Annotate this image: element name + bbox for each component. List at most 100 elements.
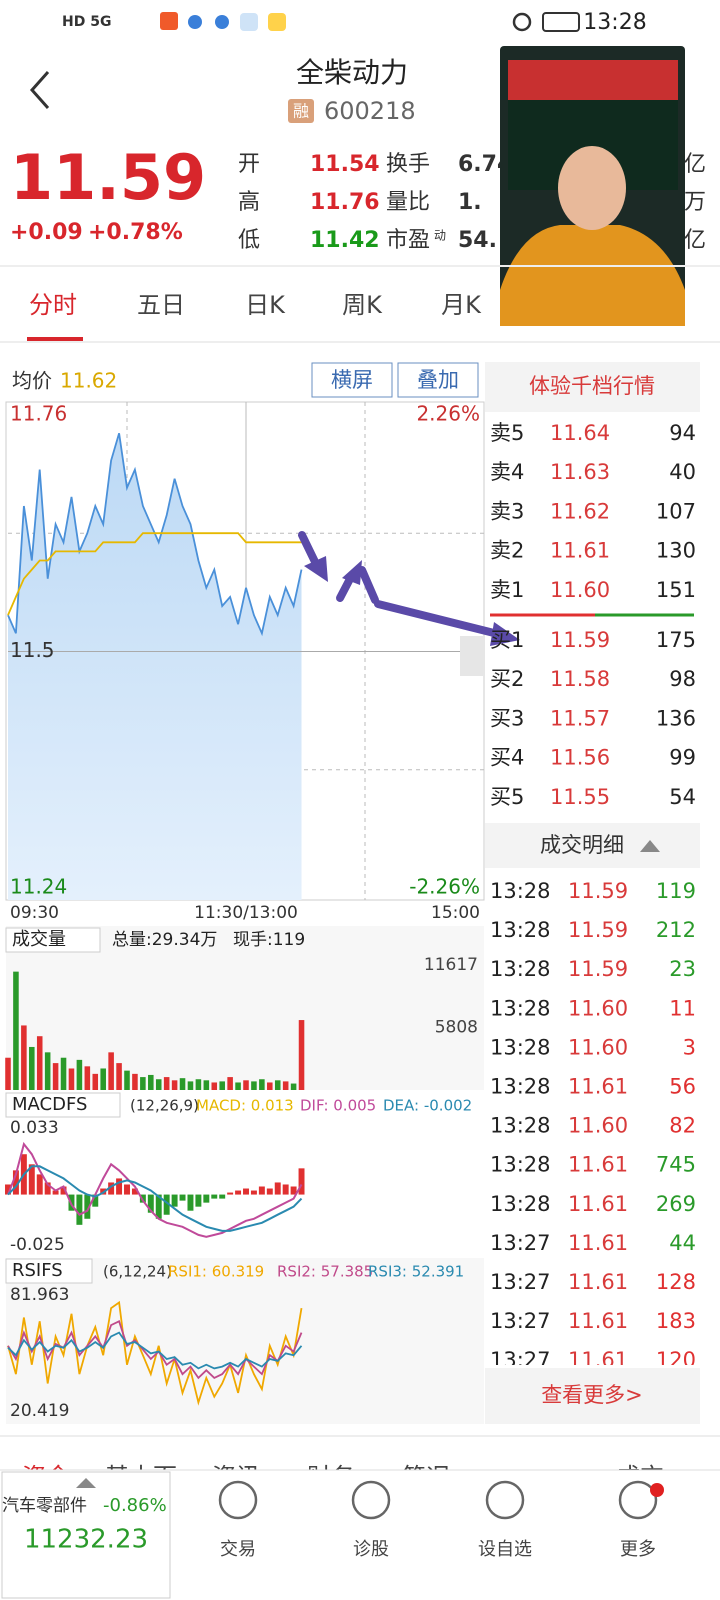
volume-bar — [92, 1073, 99, 1090]
trade-time: 13:28 — [490, 879, 551, 903]
macd-bar — [28, 1164, 35, 1195]
back-button[interactable] — [29, 71, 50, 109]
macd-bar — [155, 1194, 162, 1219]
index-value: 11232.23 — [24, 1525, 148, 1555]
bottom-tab[interactable]: 成交 — [616, 1463, 664, 1491]
macd-bar — [243, 1188, 249, 1195]
macd-bar — [219, 1194, 226, 1199]
rsi-value: RSI3: 52.391 — [368, 1263, 464, 1281]
y-tick-label: 11.5 — [10, 638, 55, 662]
book-side: 买1 — [490, 628, 524, 652]
tab[interactable]: 月K — [441, 291, 482, 319]
stat-unit: 亿 — [684, 152, 706, 177]
trade-time: 13:28 — [490, 996, 551, 1020]
tab[interactable]: 周K — [342, 291, 383, 319]
trade-time: 13:27 — [490, 1231, 551, 1255]
volume-bar — [5, 1057, 11, 1090]
toolbar-button[interactable]: 叠加 — [417, 368, 459, 392]
book-price: 11.58 — [550, 667, 610, 691]
button-frame — [397, 362, 479, 398]
trade-price: 11.59 — [568, 879, 628, 903]
trade-volume: 56 — [669, 1075, 696, 1099]
rsi-value: RSI1: 60.319 — [168, 1263, 264, 1281]
book-side: 卖4 — [490, 460, 524, 484]
trade-volume: 119 — [656, 879, 696, 903]
tab-indicator — [27, 337, 83, 341]
annotation-arrows — [298, 531, 520, 646]
tab[interactable]: 日K — [245, 291, 286, 319]
trade-price: 11.60 — [568, 1114, 628, 1138]
volume-bar — [21, 1025, 27, 1090]
video-overlay[interactable] — [500, 46, 685, 344]
volume-bar — [243, 1080, 249, 1090]
stock-name: 全柴动力 — [296, 56, 408, 89]
bottom-tab[interactable]: 基本面 — [105, 1463, 177, 1491]
toolbar-button[interactable]: 横屏 — [331, 368, 373, 392]
stat-value: 11.54 — [310, 152, 380, 177]
book-side: 卖3 — [490, 499, 524, 523]
nav-item[interactable]: 交易 — [220, 1539, 256, 1560]
tab[interactable]: 五日 — [137, 291, 185, 319]
volume-bar — [84, 1066, 91, 1090]
bottom-tab[interactable]: 财务 — [307, 1463, 355, 1491]
nav-icon — [485, 1480, 525, 1520]
volume-bar — [259, 1079, 265, 1090]
macd-bar — [290, 1186, 297, 1195]
book-volume: 99 — [669, 746, 696, 770]
bottom-tab[interactable]: 资金 — [22, 1463, 70, 1491]
book-side: 买2 — [490, 667, 524, 691]
label-box — [5, 927, 101, 953]
stat-sup: 动 — [434, 229, 446, 243]
volume-bar — [132, 1073, 138, 1090]
macd-bar — [92, 1194, 99, 1207]
stat-value: 54. — [458, 228, 497, 253]
trade-volume: 269 — [656, 1192, 696, 1216]
dif-value: DIF: 0.005 — [300, 1097, 376, 1115]
trade-price: 11.60 — [568, 996, 628, 1020]
macd-bar — [12, 1170, 19, 1195]
dea-line — [7, 1165, 303, 1232]
stat-unit: 亿 — [684, 228, 706, 253]
stat-label: 换手 — [386, 152, 430, 177]
stat-label: 低 — [238, 228, 260, 253]
volume-bar — [274, 1080, 281, 1090]
book-volume: 98 — [669, 667, 696, 691]
bottom-tab[interactable]: 资讯 — [212, 1463, 260, 1491]
macd-bar — [211, 1194, 218, 1199]
nav-item[interactable]: 更多 — [620, 1539, 656, 1560]
x-tick-label: 15:00 — [431, 903, 480, 923]
trade-time: 13:28 — [490, 1035, 551, 1059]
y-tick-label: 11617 — [424, 955, 478, 975]
macd-bar — [274, 1182, 281, 1195]
nav-item[interactable]: 设自选 — [478, 1539, 532, 1560]
book-price: 11.57 — [550, 706, 610, 730]
macd-params: (12,26,9) — [130, 1097, 199, 1115]
l2-promo[interactable]: 体验千档行情 — [529, 374, 655, 398]
bottom-tab[interactable]: 简况 — [402, 1463, 450, 1491]
y-tick-label: 11.76 — [10, 402, 67, 426]
trade-price: 11.61 — [568, 1153, 628, 1177]
volume-bar — [195, 1079, 202, 1090]
book-side: 卖2 — [490, 539, 524, 563]
trade-volume: 3 — [683, 1035, 696, 1059]
panel-label: MACDFS — [12, 1094, 87, 1115]
book-price: 11.64 — [550, 421, 610, 445]
trade-time: 13:28 — [490, 1075, 551, 1099]
volume-bar — [298, 1020, 305, 1090]
trade-volume: 745 — [656, 1153, 696, 1177]
trade-price: 11.61 — [568, 1192, 628, 1216]
rsi-line — [7, 1300, 303, 1406]
clock: 13:28 — [583, 10, 646, 35]
nav-item[interactable]: 诊股 — [353, 1539, 389, 1560]
trade-volume: 120 — [656, 1348, 696, 1372]
stat-value: 11.76 — [310, 190, 380, 215]
tab[interactable]: 分时 — [29, 291, 77, 319]
macd-bar — [250, 1190, 257, 1195]
trade-time: 13:28 — [490, 1153, 551, 1177]
more-trades[interactable]: 查看更多> — [541, 1383, 643, 1407]
volume-bar — [124, 1070, 130, 1090]
macd-bar — [298, 1168, 305, 1195]
y2-tick-label: 2.26% — [416, 402, 480, 426]
trades-title[interactable]: 成交明细 — [540, 833, 624, 857]
book-volume: 40 — [669, 460, 696, 484]
